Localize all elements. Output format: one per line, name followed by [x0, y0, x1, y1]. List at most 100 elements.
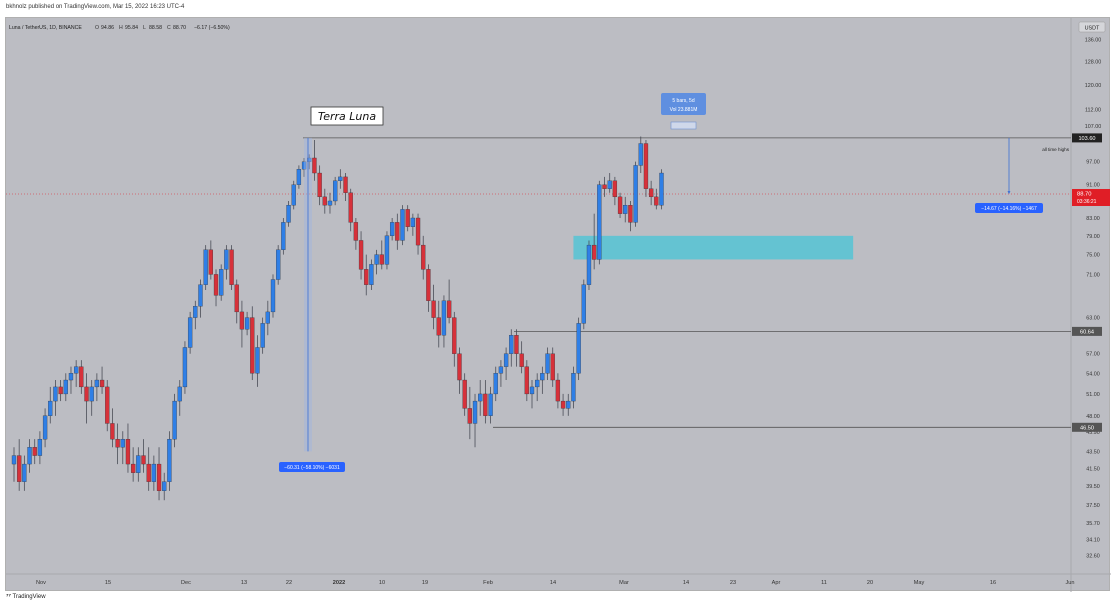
candle-body	[493, 373, 498, 395]
y-tick-label: 128.00	[1085, 59, 1102, 65]
candle-body	[125, 438, 131, 465]
candle-body	[79, 366, 84, 388]
candle-body	[478, 393, 483, 402]
demand-zone	[573, 235, 854, 260]
candle-body	[22, 463, 27, 482]
x-tick-label: 11	[821, 580, 827, 586]
candle-body	[529, 386, 535, 395]
measure-right-badge	[975, 203, 1043, 213]
candle-body	[74, 366, 79, 374]
price-badge-text: 103.60	[1078, 136, 1095, 142]
candle-body	[503, 353, 509, 367]
candle-body	[105, 386, 110, 424]
y-tick-label: 136.00	[1085, 38, 1102, 44]
candle-body	[566, 400, 571, 409]
candle-body	[628, 205, 633, 223]
low-label: L	[143, 25, 146, 31]
candlestick-chart[interactable]: −60.31 (−58.10%) −6031 ▼ −14.67 (−14.16%) …	[6, 18, 1111, 592]
x-tick-label: 19	[422, 580, 428, 586]
x-tick-label: Dec	[181, 580, 191, 586]
candle-body	[141, 455, 146, 465]
candle-body	[519, 353, 524, 367]
y-tick-label: 48.00	[1086, 414, 1100, 420]
high-label: H	[119, 25, 123, 31]
ath-label: all time highs	[1042, 147, 1070, 152]
candle-body	[374, 254, 379, 265]
candle-body	[472, 400, 478, 424]
publisher-line: bkhnolz published on TradingView.com, Ma…	[6, 4, 185, 10]
candle-body	[643, 143, 649, 189]
countdown-text: 03:36:21	[1077, 199, 1097, 205]
x-tick-label: 20	[867, 580, 873, 586]
candle-body	[198, 284, 203, 307]
measure-left-badge	[279, 462, 345, 472]
candle-body	[348, 192, 353, 223]
candle-body	[483, 393, 488, 416]
symbol-label: Luna / TetherUS, 1D, BINANCE	[9, 25, 82, 31]
candle-body	[312, 157, 317, 174]
candle-body	[571, 373, 576, 402]
candle-body	[177, 386, 182, 402]
candle-body	[213, 274, 219, 296]
candle-body	[400, 209, 405, 241]
candle-body	[27, 447, 32, 465]
candle-body	[338, 176, 343, 181]
candle-body	[162, 481, 167, 491]
candle-body	[136, 455, 141, 473]
x-tick-label: Apr	[772, 580, 781, 586]
currency-label: USDT	[1085, 26, 1100, 32]
measure-right-arrow-icon: ▼	[1007, 190, 1012, 196]
y-tick-label: 39.50	[1086, 484, 1100, 490]
y-tick-label: 120.00	[1085, 83, 1102, 89]
x-tick-label: Nov	[36, 580, 46, 586]
candle-body	[358, 240, 364, 270]
candle-body	[307, 157, 312, 162]
candle-body	[540, 373, 545, 381]
bars-tooltip-line1: 5 bars, 5d	[672, 98, 694, 104]
candle-body	[353, 222, 359, 241]
y-tick-label: 79.00	[1086, 234, 1100, 240]
candle-body	[286, 205, 291, 223]
candle-body	[327, 200, 333, 206]
candle-body	[364, 269, 369, 285]
candle-body	[514, 335, 519, 354]
candle-body	[441, 300, 447, 336]
candle-body	[63, 379, 68, 395]
y-tick-label: 37.50	[1086, 503, 1100, 509]
candle-body	[229, 249, 234, 285]
candle-body	[612, 180, 618, 198]
candle-body	[648, 188, 654, 198]
candle-body	[498, 366, 504, 374]
candle-body	[509, 335, 514, 354]
candle-body	[545, 353, 550, 374]
currency-badge	[1078, 21, 1106, 33]
candle-body	[384, 235, 390, 265]
open-label: O	[95, 25, 99, 31]
candle-body	[369, 264, 374, 285]
candle-body	[239, 311, 245, 330]
candle-body	[42, 415, 48, 440]
y-tick-label: 32.60	[1086, 554, 1100, 560]
candle-body	[436, 317, 441, 336]
candle-body	[182, 347, 188, 388]
candle-body	[301, 161, 307, 170]
candle-body	[623, 205, 628, 214]
x-tick-label: Mar	[619, 580, 629, 586]
candle-body	[260, 323, 265, 348]
candle-body	[446, 300, 452, 318]
candle-body	[203, 249, 208, 285]
y-tick-label: 51.00	[1086, 392, 1100, 398]
candle-body	[431, 300, 436, 318]
measure-left-text: −60.31 (−58.10%) −6031	[284, 465, 340, 471]
y-tick-label: 43.50	[1086, 449, 1100, 455]
candle-body	[68, 373, 74, 381]
candle-body	[638, 143, 643, 166]
y-tick-label: 63.00	[1086, 316, 1100, 322]
low-value: 88.58	[149, 25, 162, 31]
candle-body	[597, 184, 602, 260]
candle-body	[415, 217, 421, 246]
x-tick-label: 10	[379, 580, 385, 586]
candle-body	[58, 386, 63, 395]
price-badge-text: 60.64	[1080, 329, 1094, 335]
chart-frame[interactable]: −60.31 (−58.10%) −6031 ▼ −14.67 (−14.16%) …	[5, 17, 1111, 592]
